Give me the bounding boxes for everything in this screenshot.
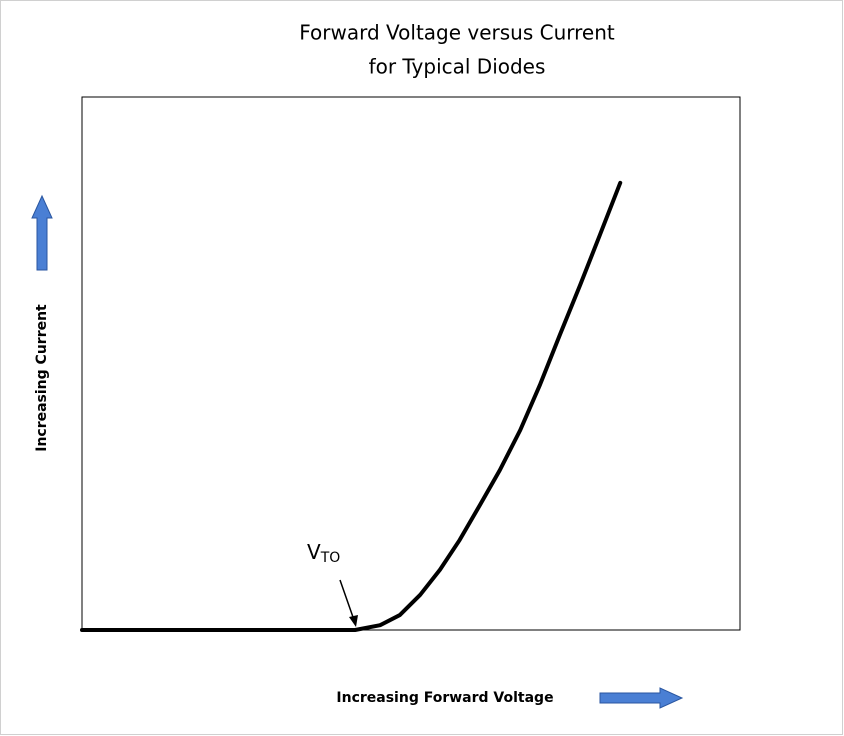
annotation-arrowhead — [349, 615, 358, 627]
chart-title: for Typical Diodes — [369, 55, 546, 79]
annotation: VTO — [307, 540, 340, 567]
line — [80, 180, 623, 632]
plot-area — [81, 96, 741, 631]
annotation-text: V — [307, 540, 321, 564]
chart-title: Forward Voltage versus Current — [299, 21, 615, 45]
annotation-subscript: TO — [320, 550, 341, 566]
annotation-arrow-line — [339, 579, 355, 621]
y-arrow — [31, 194, 53, 271]
y-axis-label: Increasing Current — [34, 304, 50, 452]
x-axis-label: Increasing Forward Voltage — [336, 690, 553, 706]
x-arrow — [599, 687, 684, 709]
